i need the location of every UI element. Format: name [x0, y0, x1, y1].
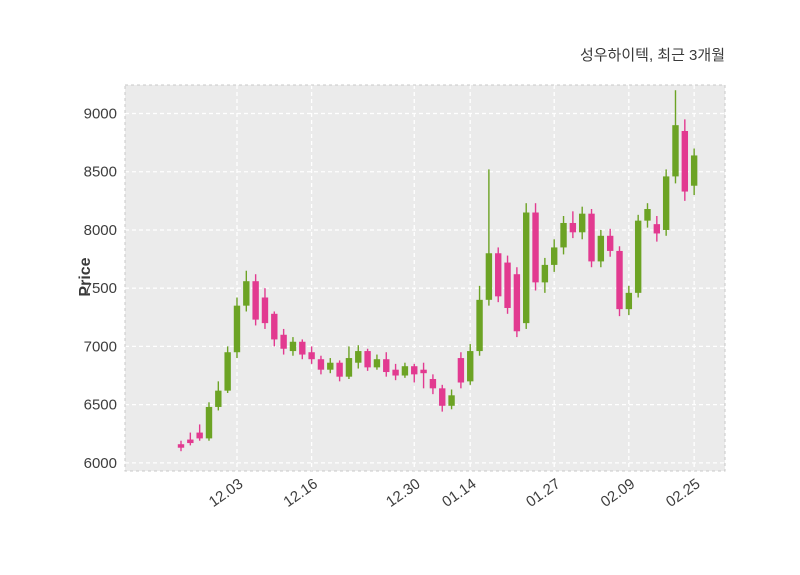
candle-body	[653, 224, 661, 234]
candle-body	[541, 264, 549, 283]
candle-body	[672, 125, 679, 177]
candle-body	[588, 213, 595, 262]
candle-body	[411, 366, 418, 375]
candle-body	[327, 362, 334, 370]
candle-body	[261, 297, 269, 324]
candle-body	[233, 305, 241, 353]
candle-body	[476, 299, 483, 352]
y-tick-label: 6500	[84, 397, 117, 414]
y-axis-label: Price	[77, 257, 94, 297]
candle-body	[373, 359, 381, 368]
y-tick-label: 8000	[84, 222, 117, 239]
candle-body	[243, 281, 250, 306]
candle-body	[420, 369, 427, 374]
x-tick-label: 12.30	[383, 475, 424, 510]
candle-body	[560, 222, 567, 248]
candle-body	[467, 351, 474, 382]
candle-body	[578, 213, 586, 233]
y-tick-label: 8500	[84, 164, 117, 181]
candle-body	[364, 351, 371, 368]
plot-border	[124, 84, 726, 472]
candle-body	[634, 220, 642, 293]
y-tick-label: 7000	[84, 338, 117, 355]
plot-background	[125, 85, 725, 471]
candle-body	[551, 247, 558, 265]
candle-body	[401, 366, 409, 376]
candle-body	[532, 212, 539, 283]
candle-body	[616, 250, 623, 310]
candle-body	[644, 209, 651, 221]
candle-body	[317, 359, 325, 370]
candle-body	[336, 362, 343, 377]
candle-body	[215, 390, 222, 407]
candle-body	[205, 406, 213, 439]
candle-body	[392, 369, 399, 376]
candle-body	[177, 444, 185, 448]
candle-body	[457, 358, 465, 383]
candle-body	[504, 262, 511, 308]
candle-body	[606, 235, 614, 251]
candle-body	[495, 253, 502, 297]
chart-title: 성우하이텍, 최근 3개월	[579, 47, 725, 64]
candle-body	[523, 212, 530, 324]
candle-body	[280, 334, 287, 349]
x-tick-label: 02.25	[663, 475, 704, 510]
candle-body	[513, 274, 521, 332]
y-tick-label: 7500	[84, 280, 117, 297]
candle-body	[625, 292, 633, 310]
candle-body	[485, 253, 493, 300]
candle-body	[439, 388, 446, 406]
candle-body	[308, 352, 315, 360]
candle-body	[271, 313, 278, 340]
candle-body	[681, 130, 689, 192]
y-tick-label: 9000	[84, 106, 117, 123]
x-tick-label: 12.03	[206, 475, 247, 510]
candle-body	[569, 222, 577, 233]
candle-body	[299, 341, 306, 355]
candle-body	[345, 358, 353, 377]
candle-body	[429, 379, 437, 389]
candle-body	[224, 352, 231, 391]
candle-body	[187, 439, 194, 444]
candle-body	[448, 395, 455, 406]
candle-body	[597, 235, 605, 262]
candle-body	[355, 351, 362, 363]
x-tick-label: 01.14	[439, 475, 480, 510]
x-tick-label: 12.16	[280, 475, 321, 510]
candle-body	[690, 155, 698, 186]
x-tick-label: 01.27	[523, 475, 564, 510]
candle-body	[662, 176, 670, 230]
candle-body	[196, 432, 203, 439]
y-tick-label: 6000	[84, 455, 117, 472]
x-tick-label: 02.09	[598, 475, 639, 510]
candle-body	[383, 359, 390, 373]
candle-body	[289, 341, 297, 352]
candle-body	[252, 281, 259, 320]
